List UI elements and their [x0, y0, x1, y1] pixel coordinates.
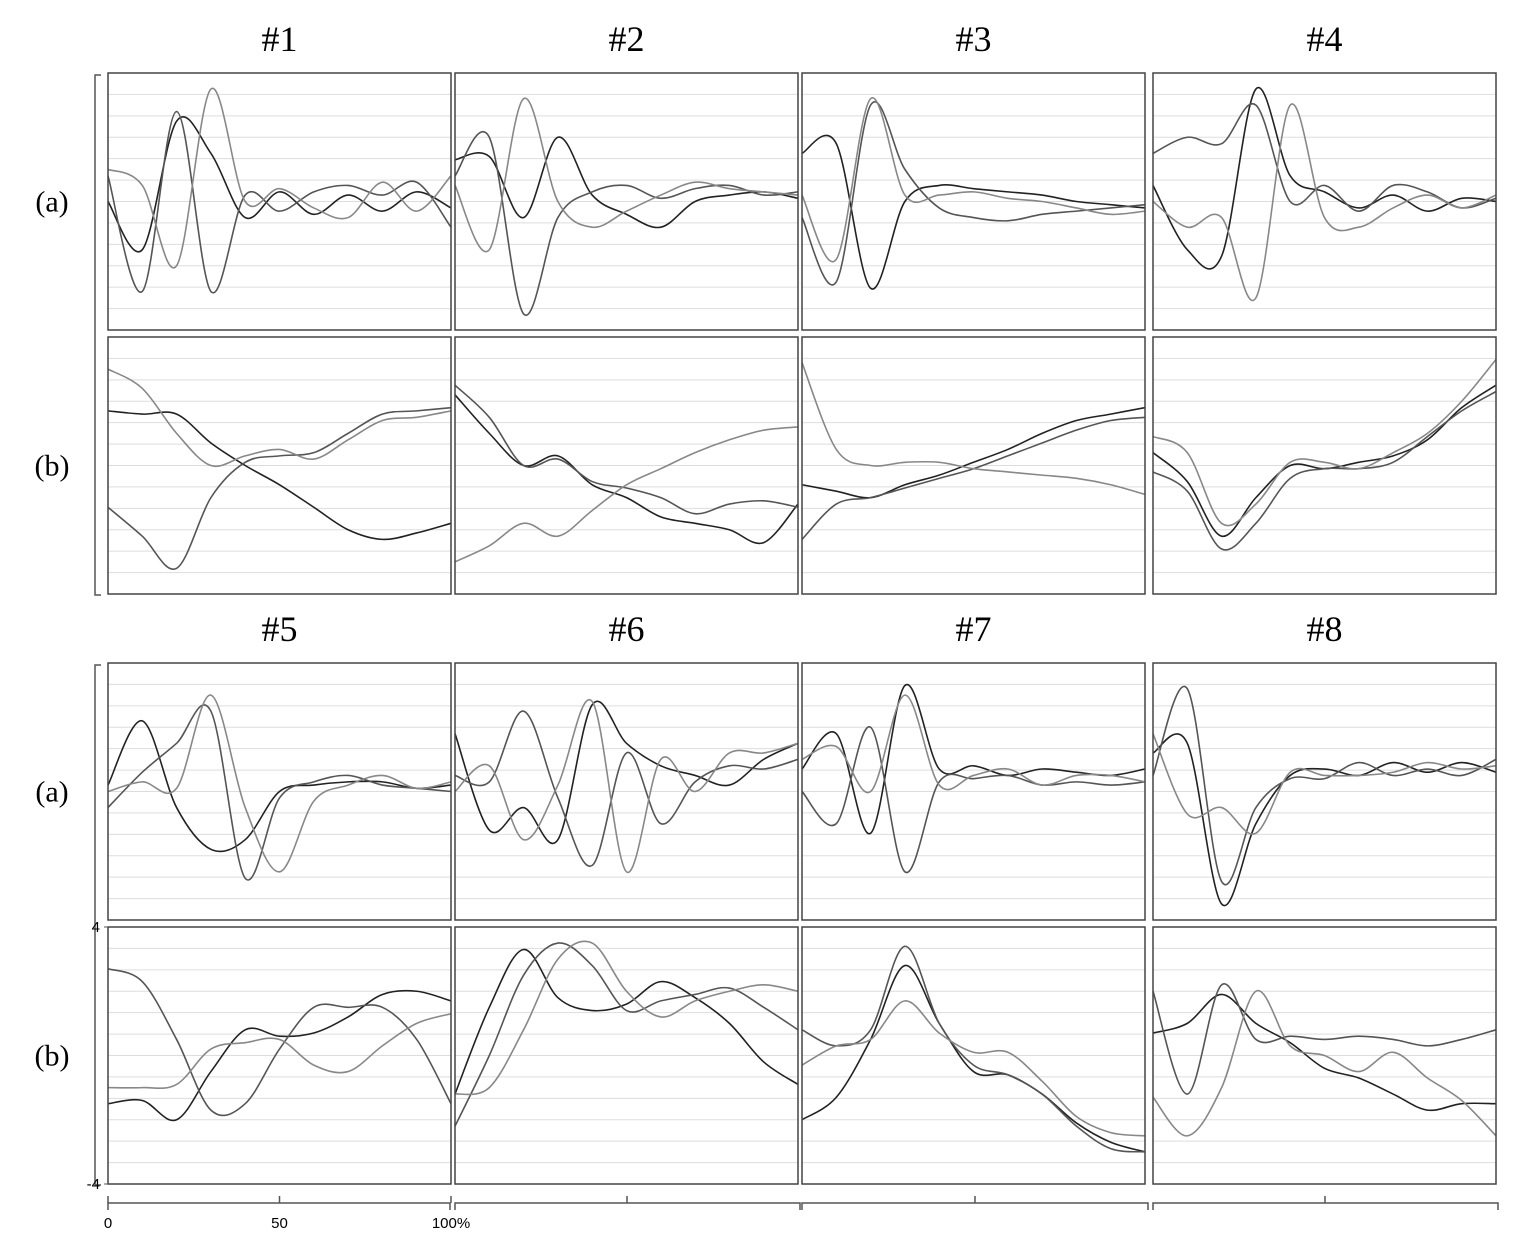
- panel-frame: [454, 662, 799, 921]
- panel-frame: [801, 336, 1146, 595]
- x-tick-label: 0: [104, 1215, 112, 1232]
- curve: [107, 110, 452, 294]
- curve: [107, 406, 452, 570]
- left-bracket: [94, 74, 101, 596]
- curve: [1152, 384, 1497, 537]
- curve: [801, 362, 1146, 496]
- curve: [1152, 983, 1497, 1095]
- curve: [107, 967, 452, 1117]
- panel-frame: [107, 926, 452, 1185]
- curve: [801, 683, 1146, 835]
- curve: [1152, 993, 1497, 1112]
- curve: [107, 720, 452, 853]
- panel-title: #7: [956, 609, 992, 649]
- curve: [454, 942, 799, 1127]
- curve: [1152, 103, 1497, 302]
- curve: [454, 394, 799, 545]
- panel-frame: [107, 662, 452, 921]
- curve: [107, 368, 452, 468]
- panel-title: #1: [262, 19, 298, 59]
- curve: [1152, 733, 1497, 907]
- curve: [801, 694, 1146, 794]
- row-label: (b): [35, 1040, 70, 1073]
- curve: [454, 136, 799, 229]
- curve: [801, 416, 1146, 540]
- x-tick-label: 100%: [432, 1215, 470, 1232]
- panel-frame: [1152, 662, 1497, 921]
- curve: [454, 97, 799, 253]
- curve: [1152, 390, 1497, 551]
- curve: [801, 945, 1146, 1153]
- row-label: (a): [35, 186, 68, 219]
- row-label: (a): [35, 776, 68, 809]
- curve: [454, 384, 799, 515]
- panel-title: #5: [262, 609, 298, 649]
- bottom-bracket: [107, 1196, 1499, 1210]
- curve: [801, 406, 1146, 499]
- panel-frame: [801, 926, 1146, 1185]
- y-tick-label: 4: [92, 919, 100, 936]
- brackets: [94, 74, 1499, 1210]
- panel-title: #8: [1307, 609, 1343, 649]
- panel-frame: [801, 662, 1146, 921]
- curve: [454, 700, 799, 844]
- curve: [1152, 358, 1497, 527]
- curve: [107, 989, 452, 1122]
- panel-frame: [454, 336, 799, 595]
- curve: [801, 101, 1146, 286]
- panel-title: #4: [1307, 19, 1343, 59]
- curve: [107, 694, 452, 873]
- curve: [1152, 685, 1497, 886]
- panel-title: #2: [609, 19, 645, 59]
- panel-frame: [107, 72, 452, 331]
- curve: [1152, 733, 1497, 835]
- panel-frame: [1152, 336, 1497, 595]
- x-tick-label: 50: [271, 1215, 288, 1232]
- y-tick-label: -4: [87, 1176, 100, 1193]
- curve: [1152, 102, 1497, 212]
- curve: [1152, 989, 1497, 1137]
- curve: [801, 726, 1146, 873]
- curve: [107, 410, 452, 541]
- curve: [801, 97, 1146, 263]
- panel-frame: [801, 72, 1146, 331]
- curve: [107, 87, 452, 269]
- curve: [454, 698, 799, 873]
- curve: [801, 1000, 1146, 1137]
- curve: [801, 964, 1146, 1153]
- panel-title: #6: [609, 609, 645, 649]
- curve: [454, 426, 799, 563]
- panel-title: #3: [956, 19, 992, 59]
- curve: [454, 940, 799, 1096]
- panel-frame: [1152, 72, 1497, 331]
- curve: [801, 134, 1146, 290]
- left-bracket: [94, 664, 101, 1186]
- row-label: (b): [35, 450, 70, 483]
- curve: [454, 948, 799, 1095]
- panel-frame: [454, 926, 799, 1185]
- curve: [107, 704, 452, 881]
- curve: [454, 710, 799, 867]
- curve: [1152, 86, 1497, 270]
- panel-frame: [1152, 926, 1497, 1185]
- panel-frame: [454, 72, 799, 331]
- curve: [107, 1012, 452, 1090]
- panel-frame: [107, 336, 452, 595]
- curve: [454, 131, 799, 317]
